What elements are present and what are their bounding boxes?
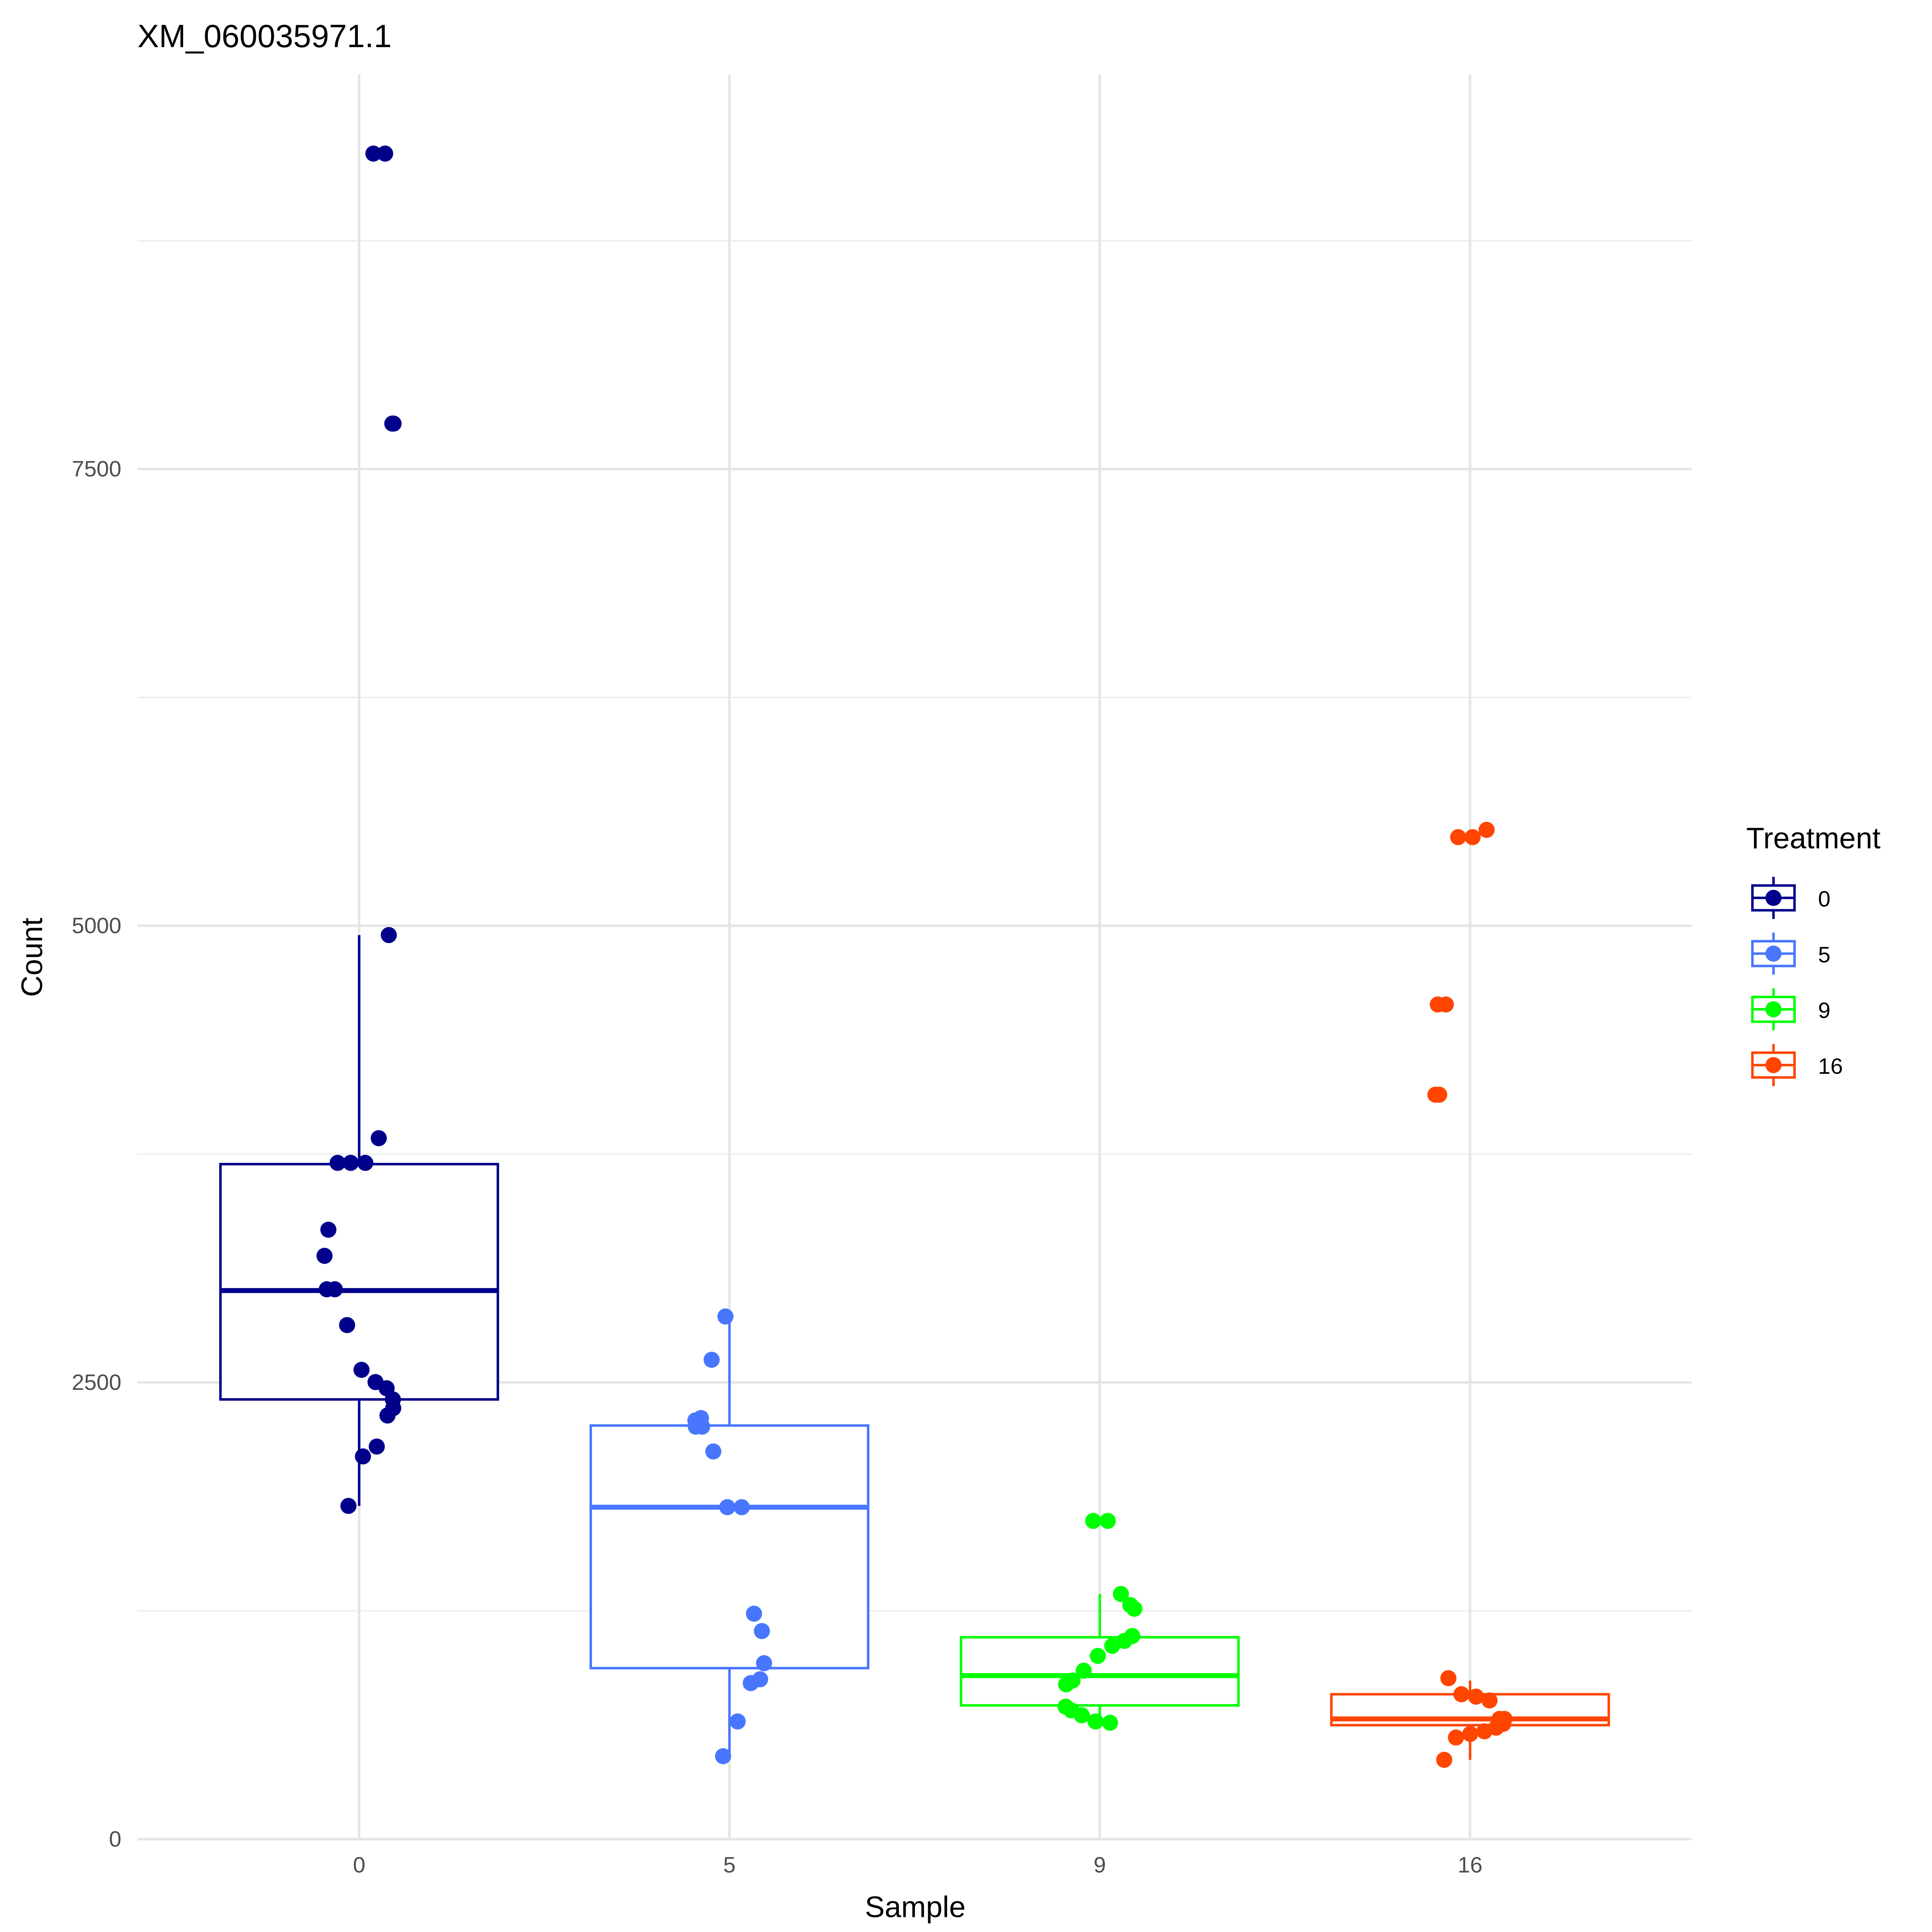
data-point bbox=[717, 1308, 734, 1325]
data-point bbox=[365, 145, 382, 162]
data-point bbox=[329, 1155, 346, 1171]
data-point bbox=[694, 1418, 710, 1435]
y-tick-label: 5000 bbox=[72, 913, 121, 938]
data-point bbox=[1075, 1662, 1092, 1679]
legend-entry-9: 9 bbox=[1751, 988, 1830, 1031]
data-point bbox=[369, 1438, 385, 1455]
data-point bbox=[1453, 1686, 1470, 1702]
points bbox=[316, 145, 1513, 1768]
box bbox=[589, 1424, 869, 1670]
data-point bbox=[377, 145, 393, 162]
data-point bbox=[746, 1605, 762, 1622]
boxes bbox=[219, 935, 1610, 1760]
box-group-9 bbox=[959, 1594, 1240, 1723]
legend-key-point bbox=[1765, 1001, 1782, 1018]
data-point bbox=[1085, 1513, 1102, 1529]
data-point bbox=[1462, 1726, 1478, 1742]
y-tick-label: 7500 bbox=[72, 457, 121, 481]
data-point bbox=[756, 1655, 772, 1672]
data-point bbox=[1430, 996, 1446, 1013]
box bbox=[959, 1636, 1240, 1707]
data-point bbox=[1073, 1707, 1090, 1723]
legend-label: 0 bbox=[1818, 887, 1830, 912]
box bbox=[219, 1163, 499, 1401]
data-point bbox=[1448, 1729, 1464, 1746]
data-point bbox=[743, 1675, 759, 1691]
legend-entry-5: 5 bbox=[1751, 932, 1830, 975]
data-point bbox=[379, 1407, 396, 1424]
legend: Treatment 0 5 9 16 bbox=[1746, 822, 1881, 1086]
y-axis-ticks: 0 2500 5000 7500 bbox=[72, 457, 121, 1852]
data-point bbox=[733, 1499, 750, 1515]
data-point bbox=[1431, 1087, 1447, 1103]
data-point bbox=[385, 415, 402, 432]
legend-label: 5 bbox=[1818, 942, 1830, 967]
data-point bbox=[353, 1362, 370, 1378]
data-point bbox=[1476, 1723, 1493, 1740]
data-point bbox=[1481, 1692, 1498, 1709]
data-point bbox=[719, 1499, 736, 1515]
data-point bbox=[1440, 1670, 1457, 1686]
data-point bbox=[1102, 1714, 1118, 1731]
data-point bbox=[381, 927, 397, 943]
box-group-0 bbox=[219, 935, 499, 1506]
data-point bbox=[371, 1130, 387, 1146]
data-point bbox=[1116, 1633, 1133, 1649]
data-point bbox=[1126, 1600, 1143, 1617]
legend-entry-16: 16 bbox=[1751, 1044, 1843, 1086]
x-tick-label: 0 bbox=[353, 1853, 365, 1878]
data-point bbox=[339, 1317, 355, 1333]
x-tick-label: 16 bbox=[1458, 1853, 1482, 1878]
chart-title: XM_060035971.1 bbox=[138, 18, 392, 54]
y-tick-label: 0 bbox=[109, 1827, 121, 1852]
y-tick-label: 2500 bbox=[72, 1370, 121, 1395]
data-point bbox=[1113, 1586, 1129, 1602]
x-axis-ticks: 0 5 9 16 bbox=[353, 1853, 1482, 1878]
legend-key-point bbox=[1765, 946, 1782, 962]
legend-title: Treatment bbox=[1746, 822, 1881, 855]
data-point bbox=[355, 1448, 371, 1465]
legend-key-point bbox=[1765, 1057, 1782, 1073]
data-point bbox=[1090, 1648, 1106, 1664]
data-point bbox=[753, 1623, 770, 1639]
data-point bbox=[340, 1498, 357, 1514]
legend-label: 16 bbox=[1818, 1054, 1843, 1079]
x-tick-label: 9 bbox=[1094, 1853, 1106, 1878]
data-point bbox=[705, 1443, 721, 1460]
data-point bbox=[1468, 1689, 1484, 1705]
data-point bbox=[715, 1748, 731, 1764]
data-point bbox=[342, 1155, 359, 1171]
data-point bbox=[357, 1155, 374, 1171]
data-point bbox=[327, 1281, 343, 1298]
data-point bbox=[1436, 1752, 1452, 1768]
y-axis-label: Count bbox=[15, 918, 49, 997]
data-point bbox=[1478, 821, 1495, 838]
data-point bbox=[1087, 1713, 1104, 1730]
legend-label: 9 bbox=[1818, 998, 1830, 1023]
legend-entry-0: 0 bbox=[1751, 877, 1830, 919]
legend-key-point bbox=[1765, 889, 1782, 906]
x-tick-label: 5 bbox=[723, 1853, 736, 1878]
data-point bbox=[320, 1221, 337, 1238]
data-point bbox=[1104, 1638, 1121, 1654]
data-point bbox=[1100, 1513, 1116, 1529]
data-point bbox=[1464, 829, 1481, 845]
x-axis-label: Sample bbox=[865, 1891, 966, 1924]
data-point bbox=[703, 1352, 720, 1368]
data-point bbox=[316, 1248, 333, 1264]
data-point bbox=[1058, 1676, 1074, 1693]
data-point bbox=[730, 1713, 746, 1730]
grid bbox=[137, 74, 1692, 1840]
data-point bbox=[1450, 829, 1466, 845]
